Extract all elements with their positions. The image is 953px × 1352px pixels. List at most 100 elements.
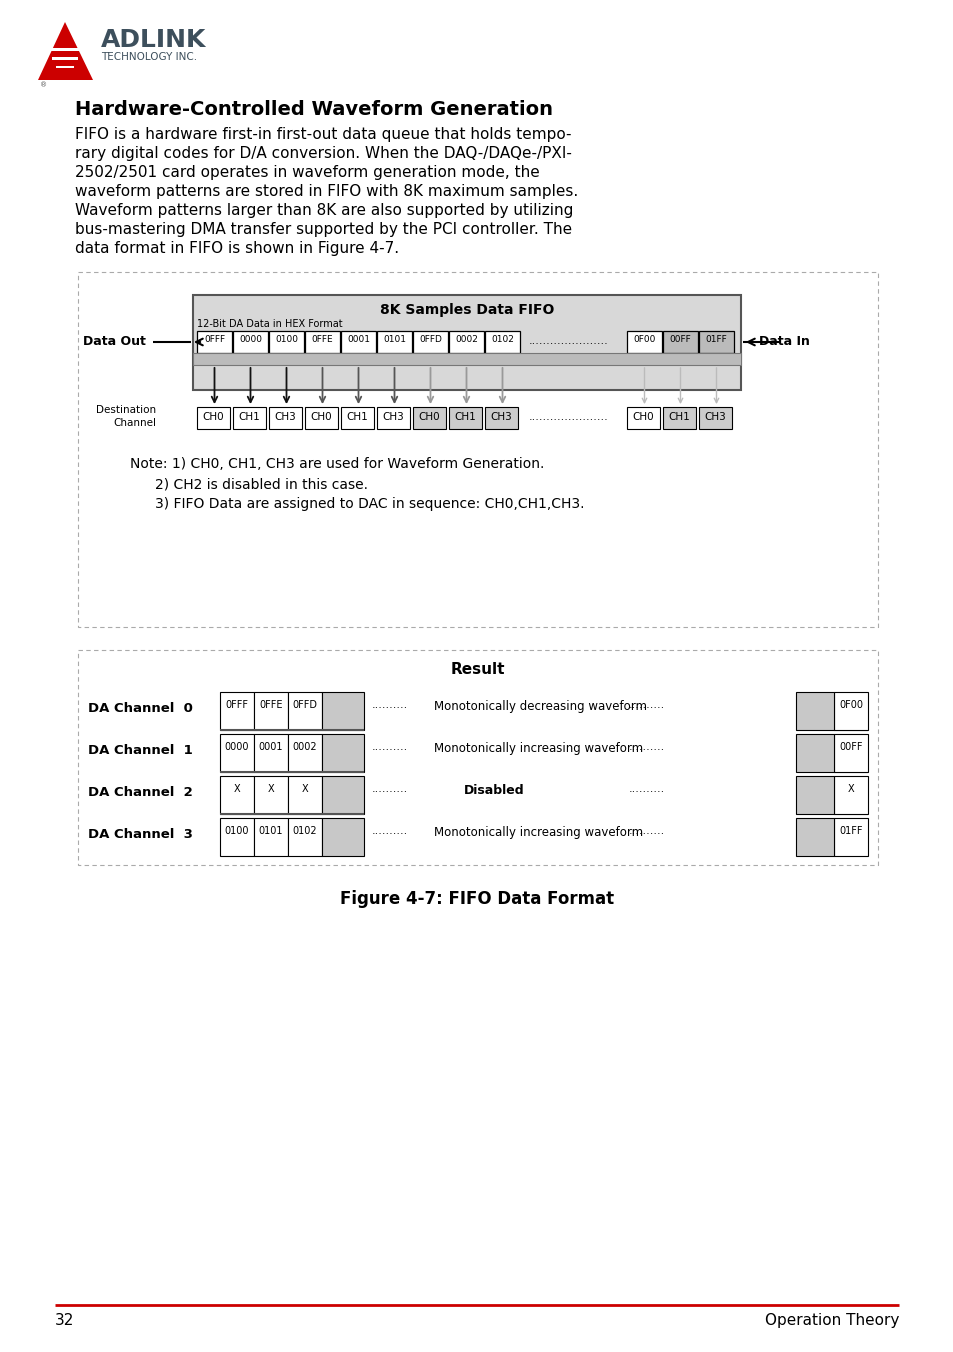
- Text: 0000: 0000: [239, 335, 262, 343]
- Text: 01FF: 01FF: [705, 335, 726, 343]
- Bar: [288, 776, 322, 814]
- Text: 0101: 0101: [258, 826, 283, 836]
- Text: 32: 32: [55, 1313, 74, 1328]
- Bar: [795, 818, 833, 856]
- Bar: [220, 776, 253, 814]
- Text: ..........: ..........: [628, 784, 664, 794]
- Text: 01FF: 01FF: [839, 826, 862, 836]
- Bar: [253, 776, 288, 814]
- Text: Channel: Channel: [112, 418, 156, 429]
- Text: Data Out: Data Out: [83, 335, 146, 347]
- Text: X: X: [268, 784, 274, 794]
- Text: X: X: [233, 784, 240, 794]
- Text: 12-Bit DA Data in HEX Format: 12-Bit DA Data in HEX Format: [196, 319, 342, 329]
- Text: ..........: ..........: [372, 742, 408, 752]
- Text: X: X: [847, 784, 854, 794]
- Bar: [253, 734, 288, 772]
- Text: waveform patterns are stored in FIFO with 8K maximum samples.: waveform patterns are stored in FIFO wit…: [75, 184, 578, 199]
- Bar: [340, 331, 375, 353]
- Text: Hardware-Controlled Waveform Generation: Hardware-Controlled Waveform Generation: [75, 100, 553, 119]
- Text: Waveform patterns larger than 8K are also supported by utilizing: Waveform patterns larger than 8K are als…: [75, 203, 573, 218]
- Bar: [253, 818, 288, 856]
- Bar: [449, 407, 481, 429]
- Text: ®: ®: [40, 82, 47, 88]
- Text: Note: 1) CH0, CH1, CH3 are used for Waveform Generation.: Note: 1) CH0, CH1, CH3 are used for Wave…: [130, 457, 544, 470]
- Text: 0FFF: 0FFF: [204, 335, 225, 343]
- Text: ADLINK: ADLINK: [101, 28, 206, 51]
- Bar: [288, 692, 322, 730]
- Text: Disabled: Disabled: [463, 784, 524, 796]
- Bar: [78, 650, 877, 865]
- Text: 0FFF: 0FFF: [225, 700, 248, 710]
- Text: CH1: CH1: [668, 412, 690, 422]
- Text: 0001: 0001: [258, 742, 283, 752]
- Text: 0002: 0002: [455, 335, 477, 343]
- Text: ..........: ..........: [372, 700, 408, 710]
- Bar: [833, 734, 867, 772]
- Text: 0102: 0102: [491, 335, 514, 343]
- Text: CH0: CH0: [311, 412, 332, 422]
- Text: 2502/2501 card operates in waveform generation mode, the: 2502/2501 card operates in waveform gene…: [75, 165, 539, 180]
- Text: ......................: ......................: [529, 337, 608, 346]
- Bar: [288, 818, 322, 856]
- Bar: [795, 692, 833, 730]
- Bar: [833, 692, 867, 730]
- Text: Monotonically decreasing waveform: Monotonically decreasing waveform: [434, 700, 646, 713]
- Text: TECHNOLOGY INC.: TECHNOLOGY INC.: [101, 51, 197, 62]
- Text: 0FFE: 0FFE: [312, 335, 333, 343]
- Text: DA Channel  0: DA Channel 0: [88, 702, 193, 715]
- Bar: [48, 49, 82, 51]
- Bar: [699, 407, 731, 429]
- Text: CH1: CH1: [346, 412, 368, 422]
- Text: 0FFE: 0FFE: [259, 700, 282, 710]
- Bar: [795, 776, 833, 814]
- Bar: [193, 353, 740, 365]
- Bar: [376, 331, 412, 353]
- Text: 00FF: 00FF: [669, 335, 691, 343]
- Text: Result: Result: [450, 662, 505, 677]
- Text: CH0: CH0: [632, 412, 654, 422]
- Bar: [376, 407, 410, 429]
- Text: 0002: 0002: [293, 742, 317, 752]
- Text: 0100: 0100: [225, 826, 249, 836]
- Text: ......................: ......................: [529, 412, 608, 422]
- Text: CH0: CH0: [418, 412, 440, 422]
- Bar: [220, 818, 253, 856]
- Bar: [196, 407, 230, 429]
- Bar: [322, 734, 364, 772]
- Bar: [193, 295, 740, 389]
- Bar: [626, 407, 659, 429]
- Bar: [413, 407, 446, 429]
- Text: FIFO is a hardware first-in first-out data queue that holds tempo-: FIFO is a hardware first-in first-out da…: [75, 127, 571, 142]
- Text: ..........: ..........: [372, 826, 408, 836]
- Text: ..........: ..........: [372, 784, 408, 794]
- Bar: [220, 734, 253, 772]
- Text: 0101: 0101: [382, 335, 406, 343]
- Text: 2) CH2 is disabled in this case.: 2) CH2 is disabled in this case.: [154, 477, 368, 491]
- Text: 0001: 0001: [347, 335, 370, 343]
- Bar: [322, 776, 364, 814]
- Text: bus-mastering DMA transfer supported by the PCI controller. The: bus-mastering DMA transfer supported by …: [75, 222, 572, 237]
- Text: ..........: ..........: [628, 700, 664, 710]
- Text: DA Channel  2: DA Channel 2: [88, 786, 193, 799]
- Bar: [196, 331, 232, 353]
- Text: X: X: [301, 784, 308, 794]
- Text: 0F00: 0F00: [633, 335, 655, 343]
- Text: Monotonically increasing waveform: Monotonically increasing waveform: [434, 742, 642, 754]
- Bar: [220, 692, 253, 730]
- Bar: [233, 407, 266, 429]
- Text: 0100: 0100: [274, 335, 297, 343]
- Text: CH0: CH0: [202, 412, 224, 422]
- Bar: [322, 692, 364, 730]
- Bar: [78, 272, 877, 627]
- Bar: [662, 407, 696, 429]
- Bar: [269, 407, 302, 429]
- Text: 3) FIFO Data are assigned to DAC in sequence: CH0,CH1,CH3.: 3) FIFO Data are assigned to DAC in sequ…: [154, 498, 584, 511]
- Text: CH3: CH3: [704, 412, 725, 422]
- Bar: [795, 734, 833, 772]
- Text: Figure 4-7: FIFO Data Format: Figure 4-7: FIFO Data Format: [339, 890, 614, 909]
- Bar: [233, 331, 268, 353]
- Text: ..........: ..........: [628, 742, 664, 752]
- Text: CH1: CH1: [238, 412, 260, 422]
- Bar: [305, 407, 337, 429]
